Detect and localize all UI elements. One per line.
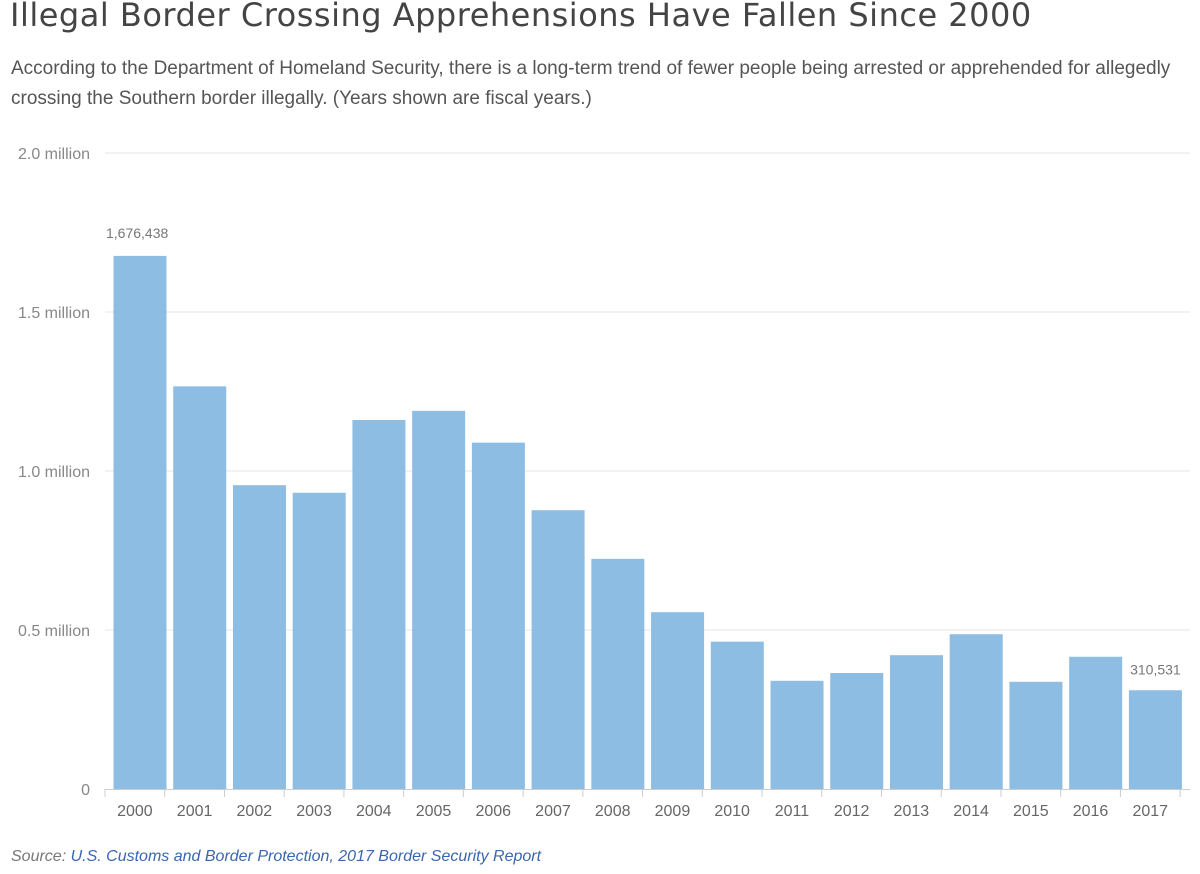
bar-2000 [113,255,167,790]
x-tick-label: 2016 [1073,803,1109,820]
x-tick-label: 2005 [416,803,452,820]
data-label-2017: 310,531 [1130,661,1181,677]
y-tick-label: 2.0 million [18,146,90,163]
x-tick-label: 2015 [1013,803,1049,820]
bar-2006 [471,442,525,789]
bar-2017 [1128,690,1182,789]
source-note: Source: U.S. Customs and Border Protecti… [11,848,541,866]
x-tick-label: 2011 [775,803,810,820]
x-tick-label: 2014 [953,803,989,820]
bar-2007 [531,510,585,789]
x-tick-label: 2017 [1132,803,1168,820]
bar-2011 [770,680,824,789]
y-tick-label: 0.5 million [18,623,90,640]
source-label: Source: [11,848,67,865]
x-tick-label: 2000 [117,803,153,820]
y-tick-label: 1.5 million [18,305,90,322]
y-tick-label: 0 [81,782,90,799]
bar-2016 [1069,656,1123,789]
bar-2008 [591,558,645,789]
x-tick-label: 2007 [535,803,571,820]
x-tick-label: 2008 [595,803,631,820]
bar-2013 [889,655,943,789]
chart-title: Illegal Border Crossing Apprehensions Ha… [10,0,1032,34]
data-label-2000: 1,676,438 [106,225,168,241]
x-tick-label: 2006 [475,803,511,820]
bar-2005 [412,410,466,789]
bar-2015 [1009,681,1063,789]
chart-subtitle: According to the Department of Homeland … [11,58,1171,109]
bar-2003 [292,492,346,789]
x-tick-label: 2003 [296,803,332,820]
bar-chart: 0 0.5 million 1.0 million 1.5 million 2.0 mi… [18,146,1190,820]
y-tick-label: 1.0 million [18,464,90,481]
x-tick-label: 2013 [894,803,930,820]
bar-2009 [651,612,705,789]
bar-2001 [173,386,227,789]
bar-2014 [949,634,1003,789]
x-tick-label: 2010 [714,803,750,820]
bar-2004 [352,419,406,789]
x-tick-label: 2004 [356,803,392,820]
bar-2012 [830,673,884,789]
bar-2002 [232,485,286,789]
x-tick-label: 2001 [177,803,213,820]
x-tick-label: 2012 [834,803,870,820]
x-tick-label: 2009 [655,803,691,820]
source-link[interactable]: U.S. Customs and Border Protection, 2017… [70,848,542,865]
bar-2010 [710,641,764,789]
x-tick-label: 2002 [237,803,273,820]
